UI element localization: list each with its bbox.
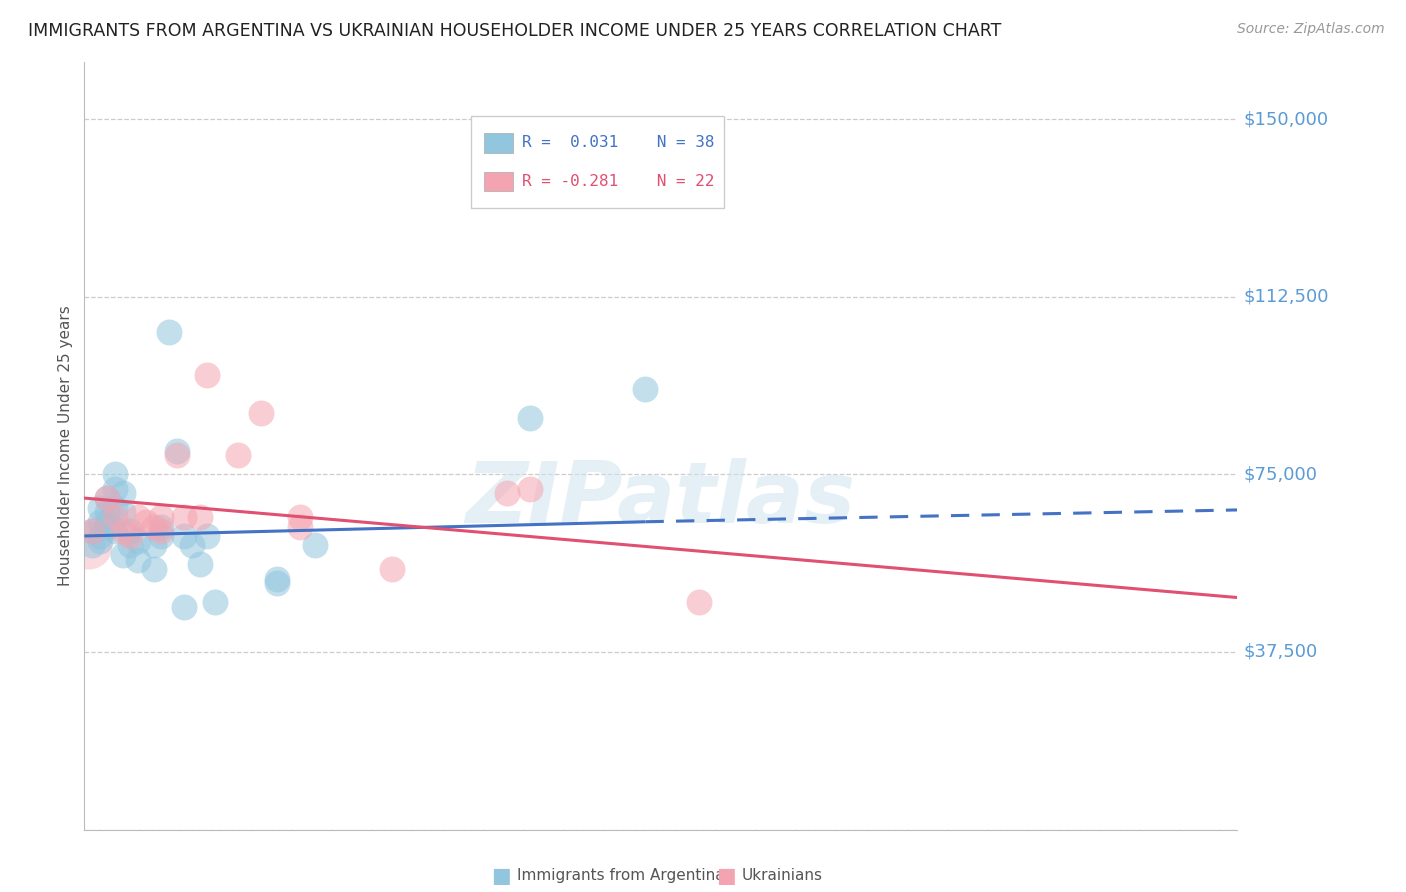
Text: ■: ■ xyxy=(716,865,735,886)
Point xyxy=(519,482,541,496)
Point xyxy=(634,382,657,396)
Point xyxy=(104,500,127,515)
Text: ■: ■ xyxy=(491,865,510,886)
Point xyxy=(150,519,173,533)
Point xyxy=(77,538,100,552)
Point xyxy=(96,491,118,505)
Point xyxy=(111,505,134,519)
Point xyxy=(381,562,404,576)
Text: Source: ZipAtlas.com: Source: ZipAtlas.com xyxy=(1237,22,1385,37)
Point xyxy=(204,595,226,609)
Point xyxy=(188,558,211,572)
Point xyxy=(288,510,311,524)
Point xyxy=(166,449,188,463)
Text: $150,000: $150,000 xyxy=(1243,111,1329,128)
FancyBboxPatch shape xyxy=(485,134,513,153)
Point xyxy=(120,529,142,543)
Text: ZIPatlas: ZIPatlas xyxy=(465,458,856,541)
Point xyxy=(166,443,188,458)
Point xyxy=(142,519,165,533)
Point xyxy=(104,524,127,539)
Text: Ukrainians: Ukrainians xyxy=(741,868,823,883)
Point xyxy=(150,510,173,524)
Text: Immigrants from Argentina: Immigrants from Argentina xyxy=(517,868,724,883)
FancyBboxPatch shape xyxy=(471,116,724,208)
Point xyxy=(127,552,149,566)
Point xyxy=(496,486,519,500)
Point xyxy=(304,538,326,552)
Point xyxy=(142,562,165,576)
Point xyxy=(142,538,165,552)
Point xyxy=(111,548,134,562)
Point xyxy=(89,515,111,529)
Point xyxy=(226,449,249,463)
Point xyxy=(96,519,118,533)
Point xyxy=(104,482,127,496)
Point xyxy=(181,538,204,552)
Point xyxy=(150,524,173,539)
Point xyxy=(120,524,142,539)
Point xyxy=(104,510,127,524)
Point xyxy=(150,529,173,543)
Point xyxy=(104,467,127,482)
Point xyxy=(80,524,103,539)
Point xyxy=(96,505,118,519)
Point xyxy=(188,510,211,524)
Point xyxy=(135,515,157,529)
Point xyxy=(80,538,103,552)
Text: $37,500: $37,500 xyxy=(1243,643,1317,661)
Point xyxy=(127,533,149,548)
Point xyxy=(89,533,111,548)
Point xyxy=(688,595,710,609)
Text: R =  0.031    N = 38: R = 0.031 N = 38 xyxy=(523,136,716,151)
Point xyxy=(266,576,288,591)
Point xyxy=(157,326,180,340)
Point xyxy=(96,491,118,505)
Point xyxy=(195,529,218,543)
Point xyxy=(173,529,195,543)
Point xyxy=(195,368,218,382)
Text: $112,500: $112,500 xyxy=(1243,288,1329,306)
Point xyxy=(173,510,195,524)
Point xyxy=(96,515,118,529)
FancyBboxPatch shape xyxy=(485,172,513,191)
Point xyxy=(127,510,149,524)
Point xyxy=(288,519,311,533)
Text: R = -0.281    N = 22: R = -0.281 N = 22 xyxy=(523,174,716,189)
Text: IMMIGRANTS FROM ARGENTINA VS UKRAINIAN HOUSEHOLDER INCOME UNDER 25 YEARS CORRELA: IMMIGRANTS FROM ARGENTINA VS UKRAINIAN H… xyxy=(28,22,1001,40)
Point xyxy=(120,538,142,552)
Point xyxy=(111,524,134,539)
Point xyxy=(111,486,134,500)
Y-axis label: Householder Income Under 25 years: Householder Income Under 25 years xyxy=(58,306,73,586)
Point xyxy=(89,500,111,515)
Point xyxy=(266,572,288,586)
Point xyxy=(519,410,541,425)
Point xyxy=(173,599,195,614)
Text: $75,000: $75,000 xyxy=(1243,466,1317,483)
Point xyxy=(250,406,273,420)
Point xyxy=(80,524,103,539)
Point xyxy=(89,529,111,543)
